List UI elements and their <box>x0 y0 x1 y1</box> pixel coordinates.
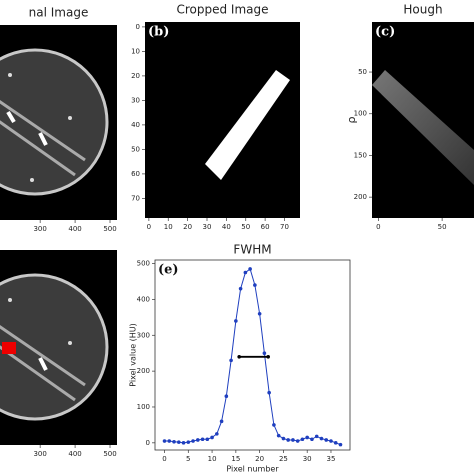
data-point <box>338 442 343 447</box>
data-point <box>310 437 314 442</box>
y-tick-label: 10 <box>131 47 140 55</box>
panel-title: Cropped Image <box>176 3 268 17</box>
data-point <box>205 437 210 442</box>
panel-label: (c) <box>375 25 395 40</box>
data-point <box>319 436 324 441</box>
data-point <box>253 283 257 287</box>
data-point <box>295 439 300 443</box>
x-tick-label: 400 <box>68 450 81 458</box>
data-point <box>305 435 309 440</box>
y-tick-label: 70 <box>131 194 140 202</box>
data-point <box>210 435 214 440</box>
x-tick-label: 5 <box>186 455 190 463</box>
panel-label: (e) <box>158 263 179 278</box>
y-tick-label: 150 <box>354 151 367 159</box>
x-tick-label: 70 <box>280 223 289 231</box>
data-point <box>333 441 338 445</box>
x-axis-label: Pixel number <box>226 465 279 474</box>
data-point <box>196 438 200 442</box>
y-tick-label: 200 <box>354 193 367 201</box>
y-tick-label: 40 <box>131 121 140 129</box>
y-tick-label: 200 <box>137 367 150 375</box>
y-tick-label: 50 <box>358 68 367 76</box>
x-tick-label: 50 <box>438 223 447 231</box>
data-point <box>234 319 238 323</box>
data-point <box>291 438 295 442</box>
y-tick-label: 50 <box>131 145 140 153</box>
y-tick-label: 500 <box>137 260 150 268</box>
data-point <box>219 419 224 424</box>
y-tick-label: 0 <box>136 23 140 31</box>
y-axis-label: Pixel value (HU) <box>129 323 138 387</box>
x-tick-label: 400 <box>68 225 81 233</box>
x-tick-label: 10 <box>208 455 217 463</box>
y-tick-label: 30 <box>131 96 140 104</box>
data-point <box>324 438 329 442</box>
x-tick-label: 0 <box>376 223 380 231</box>
data-point <box>238 286 243 291</box>
x-tick-label: 30 <box>303 455 312 463</box>
y-tick-label: 0 <box>146 439 150 447</box>
x-tick-label: 300 <box>33 450 46 458</box>
y-tick-label: 400 <box>137 295 150 303</box>
x-tick-label: 20 <box>255 455 264 463</box>
x-tick-label: 60 <box>261 223 270 231</box>
data-point <box>191 439 195 443</box>
hough-image <box>372 22 474 218</box>
y-tick-label: 300 <box>137 331 150 339</box>
panel-title: Hough <box>403 3 442 17</box>
x-tick-label: 50 <box>241 223 250 231</box>
y-tick-label: 100 <box>354 110 367 118</box>
x-tick-label: 500 <box>103 450 116 458</box>
data-point <box>272 423 276 427</box>
result-image <box>0 250 117 445</box>
data-point <box>162 439 167 443</box>
x-tick-label: 0 <box>147 223 151 231</box>
data-point <box>281 436 286 441</box>
x-tick-label: 30 <box>203 223 212 231</box>
x-tick-label: 25 <box>279 455 288 463</box>
panel-label: (b) <box>148 25 169 40</box>
panel-title: nal Image <box>29 6 89 20</box>
y-tick-label: 20 <box>131 72 140 80</box>
x-tick-label: 40 <box>222 223 231 231</box>
data-point <box>276 433 281 438</box>
data-point <box>329 439 333 443</box>
y-tick-label: 100 <box>137 403 150 411</box>
y-axis-label: ρ <box>345 116 358 123</box>
data-point <box>229 358 233 363</box>
x-tick-label: 35 <box>327 455 336 463</box>
data-point <box>286 438 290 442</box>
data-point <box>200 437 205 442</box>
y-tick-label: 60 <box>131 170 140 178</box>
x-tick-label: 10 <box>164 223 173 231</box>
fwhm-end <box>266 354 270 359</box>
data-point <box>181 441 186 445</box>
plot-frame <box>154 259 351 451</box>
data-point <box>215 432 219 436</box>
data-point <box>314 434 319 439</box>
data-point <box>167 439 172 443</box>
x-tick-label: 500 <box>103 225 116 233</box>
fwhm-end <box>237 354 241 359</box>
data-point <box>262 351 267 356</box>
data-point <box>243 270 248 275</box>
data-point <box>248 267 252 271</box>
data-point <box>267 390 271 395</box>
data-point <box>224 394 229 399</box>
x-tick-label: 300 <box>33 225 46 233</box>
data-point <box>300 437 305 442</box>
original-image <box>0 25 117 220</box>
x-tick-label: 0 <box>162 455 166 463</box>
data-point <box>176 440 181 444</box>
cropped-image <box>145 22 300 218</box>
data-point <box>186 440 191 444</box>
x-tick-label: 20 <box>183 223 192 231</box>
x-tick-label: 15 <box>231 455 240 463</box>
data-point <box>172 439 176 444</box>
panel-title: FWHM <box>233 243 271 257</box>
data-point <box>257 311 262 316</box>
